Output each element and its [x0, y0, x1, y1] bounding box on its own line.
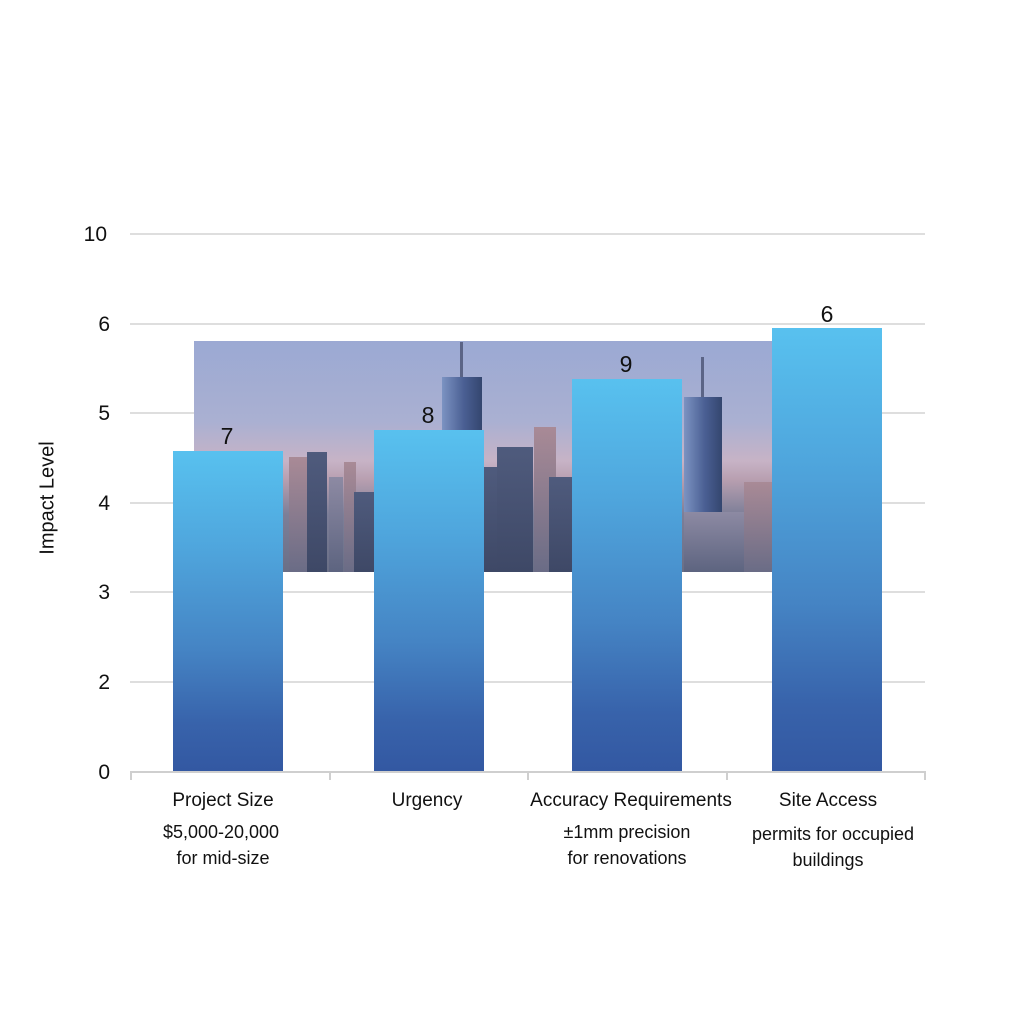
x-tick — [329, 771, 331, 780]
data-label: 7 — [220, 423, 234, 449]
x-category-label: Site Access — [778, 790, 878, 811]
bar-accuracy-requirements[interactable] — [572, 379, 682, 771]
x-category-note: for mid-size — [176, 848, 270, 868]
y-axis-title: Impact Level — [36, 441, 59, 555]
y-tick-label: 10 — [83, 223, 107, 246]
x-category-label: Urgency — [391, 790, 463, 811]
data-label: 8 — [421, 402, 435, 428]
bar-site-access[interactable] — [772, 328, 882, 771]
x-category-note: ±1mm precision — [563, 822, 691, 842]
gridline-3 — [130, 591, 925, 593]
data-label: 6 — [820, 301, 834, 327]
data-label: 9 — [619, 351, 633, 377]
gridline-10 — [130, 233, 925, 235]
x-tick — [130, 771, 132, 780]
y-tick-label: 5 — [98, 402, 110, 425]
x-tick — [726, 771, 728, 780]
y-tick-label: 3 — [98, 581, 110, 604]
y-tick-label: 2 — [98, 671, 110, 694]
x-category-label: Project Size — [172, 790, 274, 811]
bar-urgency[interactable] — [374, 430, 484, 771]
y-tick-label: 0 — [98, 761, 110, 784]
x-category-label: Accuracy Requirements — [530, 790, 732, 811]
y-tick-label: 4 — [98, 492, 110, 515]
y-tick-label: 6 — [98, 313, 110, 336]
gridline-6 — [130, 323, 925, 325]
x-tick — [527, 771, 529, 780]
x-category-note: permits for occupied — [751, 824, 915, 844]
x-category-note: $5,000-20,000 — [162, 822, 280, 842]
x-tick — [924, 771, 926, 780]
x-category-note: buildings — [792, 850, 864, 870]
x-category-note: for renovations — [567, 848, 687, 868]
bar-project-size[interactable] — [173, 451, 283, 771]
gridline-2 — [130, 681, 925, 683]
